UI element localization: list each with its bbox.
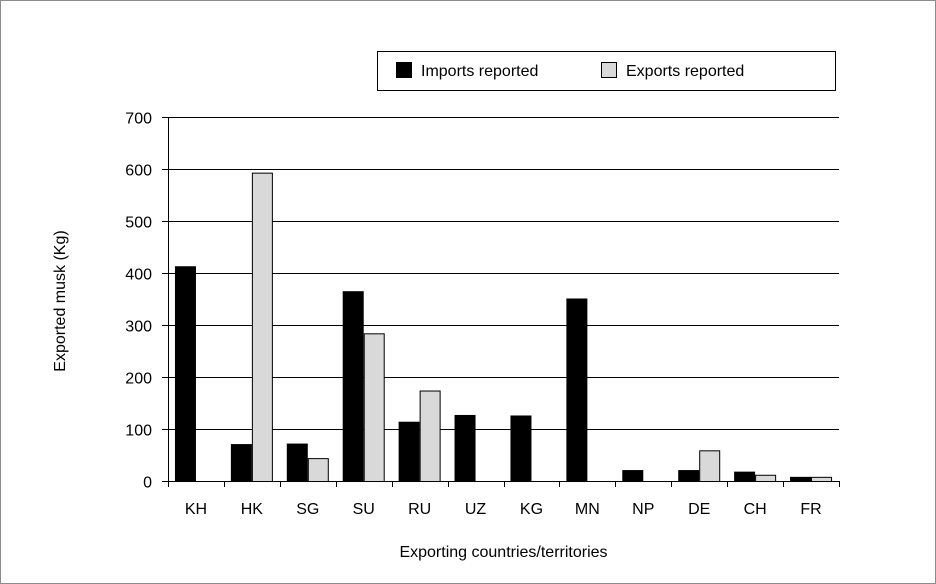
x-tick-label: KH	[185, 501, 207, 518]
bar-exports-hk	[251, 172, 273, 482]
bar-imports-kh	[174, 266, 196, 482]
legend-swatch-exports	[601, 62, 617, 78]
y-tick-label: 400	[125, 267, 152, 284]
bar-imports-ch	[734, 471, 756, 483]
legend: Imports reported Exports reported	[377, 51, 836, 91]
bar-exports-ru	[419, 390, 441, 482]
x-tick-label: SU	[353, 501, 375, 518]
gridlines	[162, 117, 840, 487]
bars	[174, 172, 833, 483]
bar-imports-hk	[230, 444, 252, 482]
bar-imports-sg	[286, 443, 308, 482]
y-tick-label: 100	[125, 423, 152, 440]
x-tick-labels: KH HK SG SU RU UZ KG MN NP DE CH FR	[185, 501, 822, 518]
bar-imports-fr	[790, 476, 812, 482]
bar-exports-su	[363, 333, 385, 482]
bar-imports-np	[622, 470, 644, 482]
bar-imports-mn	[566, 298, 588, 483]
y-tick-label: 700	[125, 111, 152, 128]
x-tick-label: KG	[520, 501, 543, 518]
x-tick-label: MN	[575, 501, 600, 518]
x-tick-label: FR	[800, 501, 821, 518]
axes	[168, 117, 839, 482]
bar-exports-ch	[755, 474, 777, 483]
bar-imports-kg	[510, 415, 532, 483]
bar-imports-ru	[398, 421, 420, 482]
legend-label-exports: Exports reported	[626, 63, 744, 80]
bar-imports-uz	[454, 414, 476, 482]
bar-imports-de	[678, 470, 700, 482]
x-tick-label: NP	[632, 501, 654, 518]
y-tick-label: 500	[125, 215, 152, 232]
y-tick-label: 200	[125, 371, 152, 388]
bar-imports-su	[342, 291, 364, 483]
x-tick-label: HK	[241, 501, 264, 518]
x-tick-label: DE	[688, 501, 710, 518]
x-axis-title: Exporting countries/territories	[399, 544, 607, 561]
bar-exports-fr	[811, 476, 833, 482]
legend-label-imports: Imports reported	[421, 63, 538, 80]
y-tick-label: 0	[143, 475, 152, 492]
x-tick-label: RU	[408, 501, 431, 518]
x-tick-label: UZ	[465, 501, 487, 518]
y-tick-label: 600	[125, 163, 152, 180]
y-tick-label: 300	[125, 319, 152, 336]
bar-exports-de	[699, 450, 721, 483]
x-tick-label: CH	[744, 501, 767, 518]
bar-exports-sg	[307, 458, 329, 482]
x-tick-label: SG	[296, 501, 319, 518]
legend-swatch-imports	[396, 62, 412, 78]
y-tick-labels: 0 100 200 300 400 500 600 700	[125, 111, 152, 492]
y-axis-title: Exported musk (Kg)	[52, 230, 69, 371]
